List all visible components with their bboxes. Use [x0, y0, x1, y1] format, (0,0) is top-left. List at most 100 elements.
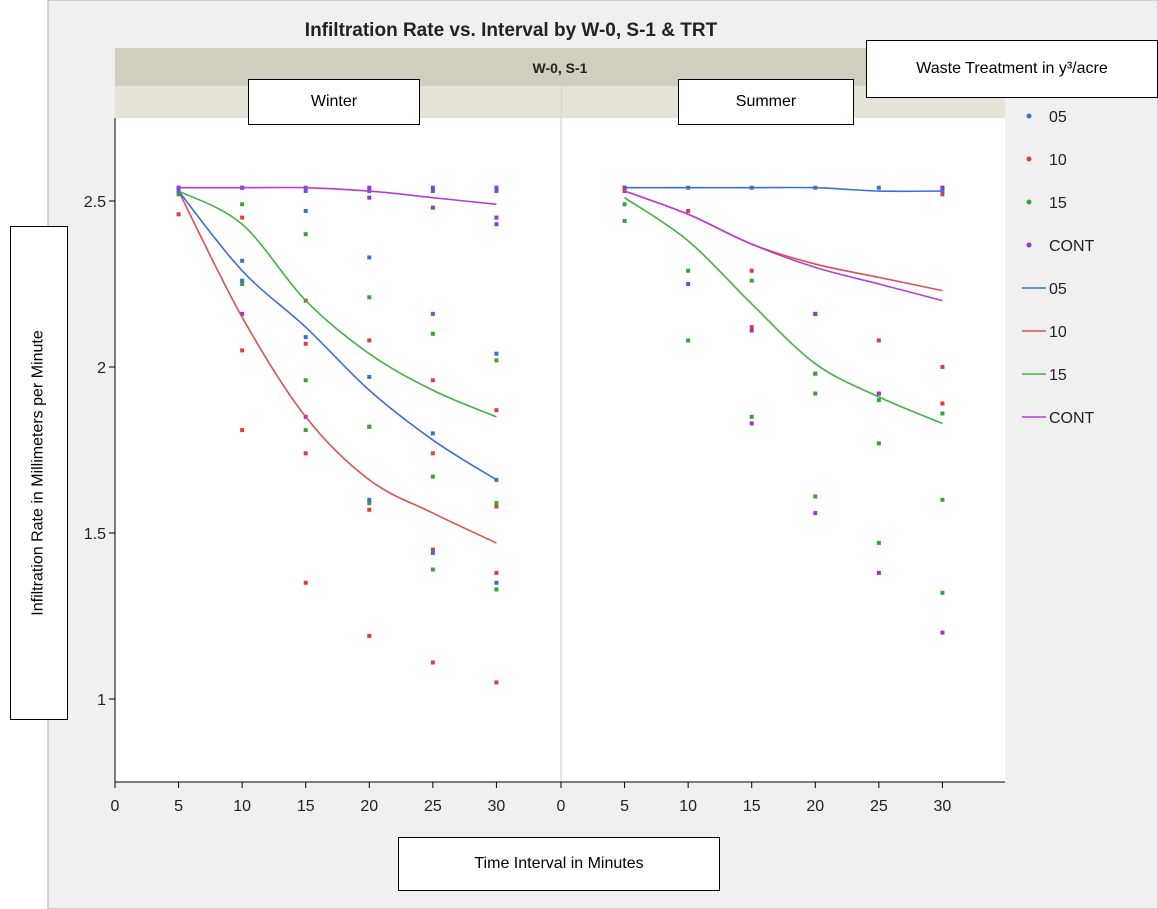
data-point-winter-15 — [303, 378, 308, 383]
data-point-winter-15 — [176, 192, 181, 197]
legend-title: Waste Treatment in y³/acre — [866, 40, 1158, 98]
data-point-winter-10 — [367, 507, 372, 512]
data-point-winter-05 — [430, 550, 435, 555]
data-point-winter-15 — [367, 424, 372, 429]
x-tick-label: 10 — [233, 798, 251, 815]
data-point-winter-05 — [303, 335, 308, 340]
data-point-winter-10 — [240, 215, 245, 220]
data-point-winter-cont — [430, 205, 435, 210]
data-point-winter-10 — [430, 660, 435, 665]
data-point-winter-15 — [303, 428, 308, 433]
fit-line-summer-cont — [624, 190, 943, 302]
data-point-summer-15 — [813, 494, 818, 499]
data-point-winter-cont — [240, 311, 245, 316]
y-tick-label: 2 — [97, 360, 106, 377]
data-point-winter-cont — [367, 195, 372, 200]
data-point-summer-15 — [940, 497, 945, 502]
data-point-summer-15 — [876, 398, 881, 403]
data-point-summer-15 — [876, 441, 881, 446]
x-axis-title: Time Interval in Minutes — [398, 837, 720, 891]
data-point-winter-10 — [240, 428, 245, 433]
legend-label: CONT — [1049, 238, 1095, 255]
data-point-winter-10 — [494, 408, 499, 413]
data-point-summer-15 — [876, 540, 881, 545]
data-point-summer-15 — [686, 338, 691, 343]
x-tick-label: 25 — [870, 798, 888, 815]
data-point-summer-10 — [686, 208, 691, 213]
legend-marker-cont — [1026, 242, 1032, 248]
data-point-summer-15 — [940, 411, 945, 416]
plot-layer — [176, 185, 945, 685]
data-point-summer-05 — [876, 185, 881, 190]
x-tick-label: 30 — [488, 798, 506, 815]
data-point-winter-15 — [430, 567, 435, 572]
legend-marker-10 — [1026, 156, 1032, 162]
data-point-winter-10 — [367, 633, 372, 638]
x-tick-label: 5 — [174, 798, 183, 815]
axis-layer: 1 1.5 2 2.5 0 5 10 15 20 25 30 0 5 10 15 20 25 30 — [84, 194, 952, 815]
y-tick-label: 2.5 — [84, 194, 106, 211]
x-tick-label: 15 — [297, 798, 315, 815]
data-point-winter-05 — [367, 255, 372, 260]
data-point-summer-cont — [749, 328, 754, 333]
fit-line-winter-05 — [177, 190, 497, 481]
x-tick-label: 0 — [111, 798, 120, 815]
data-point-summer-cont — [813, 311, 818, 316]
x-tick-label: 10 — [679, 798, 697, 815]
group-header-label: W-0, S-1 — [533, 60, 588, 76]
data-point-winter-cont — [367, 185, 372, 190]
data-point-summer-10 — [749, 325, 754, 330]
y-tick-label: 1 — [97, 692, 106, 709]
data-point-summer-15 — [940, 590, 945, 595]
data-point-summer-cont — [749, 421, 754, 426]
data-point-summer-15 — [622, 218, 627, 223]
fit-line-winter-10 — [177, 190, 497, 544]
x-tick-label: 5 — [620, 798, 629, 815]
x-tick-label: 25 — [424, 798, 442, 815]
data-point-summer-15 — [813, 371, 818, 376]
data-point-winter-15 — [240, 202, 245, 207]
data-point-summer-15 — [686, 268, 691, 273]
data-point-winter-10 — [430, 451, 435, 456]
data-point-winter-15 — [494, 501, 499, 506]
chart-title: Infiltration Rate vs. Interval by W-0, S… — [305, 20, 718, 41]
panel-label-summer: Summer — [678, 79, 854, 125]
data-point-winter-10 — [494, 680, 499, 685]
data-point-winter-05 — [430, 311, 435, 316]
data-point-winter-15 — [367, 295, 372, 300]
data-point-summer-cont — [876, 570, 881, 575]
legend-label: 15 — [1049, 195, 1067, 212]
data-point-winter-15 — [494, 358, 499, 363]
data-point-winter-05 — [494, 189, 499, 194]
data-point-summer-15 — [813, 391, 818, 396]
y-axis-title-box: Infiltration Rate in Millimeters per Min… — [10, 226, 68, 720]
fit-line-summer-05 — [624, 186, 943, 193]
legend-label: 05 — [1049, 281, 1067, 298]
legend-marker-15 — [1026, 199, 1032, 205]
data-point-summer-15 — [749, 414, 754, 419]
data-point-winter-10 — [430, 378, 435, 383]
data-point-summer-10 — [749, 268, 754, 273]
data-point-winter-10 — [367, 338, 372, 343]
legend-label: 15 — [1049, 367, 1067, 384]
data-point-winter-05 — [430, 431, 435, 436]
data-point-summer-cont — [940, 630, 945, 635]
data-point-winter-05 — [367, 497, 372, 502]
data-point-winter-10 — [430, 547, 435, 552]
legend-label: 10 — [1049, 152, 1067, 169]
fit-line-summer-15 — [624, 197, 943, 425]
x-tick-label: 20 — [806, 798, 824, 815]
data-point-winter-15 — [367, 501, 372, 506]
data-point-winter-05 — [240, 258, 245, 263]
data-point-summer-cont — [876, 391, 881, 396]
x-tick-label: 0 — [557, 798, 566, 815]
y-axis-title: Infiltration Rate in Millimeters per Min… — [30, 330, 47, 616]
plot-area — [115, 118, 1005, 782]
x-tick-label: 20 — [360, 798, 378, 815]
data-point-winter-10 — [240, 348, 245, 353]
data-point-winter-cont — [494, 222, 499, 227]
data-point-winter-cont — [430, 185, 435, 190]
legend-label: CONT — [1049, 410, 1095, 427]
data-point-winter-05 — [303, 208, 308, 213]
